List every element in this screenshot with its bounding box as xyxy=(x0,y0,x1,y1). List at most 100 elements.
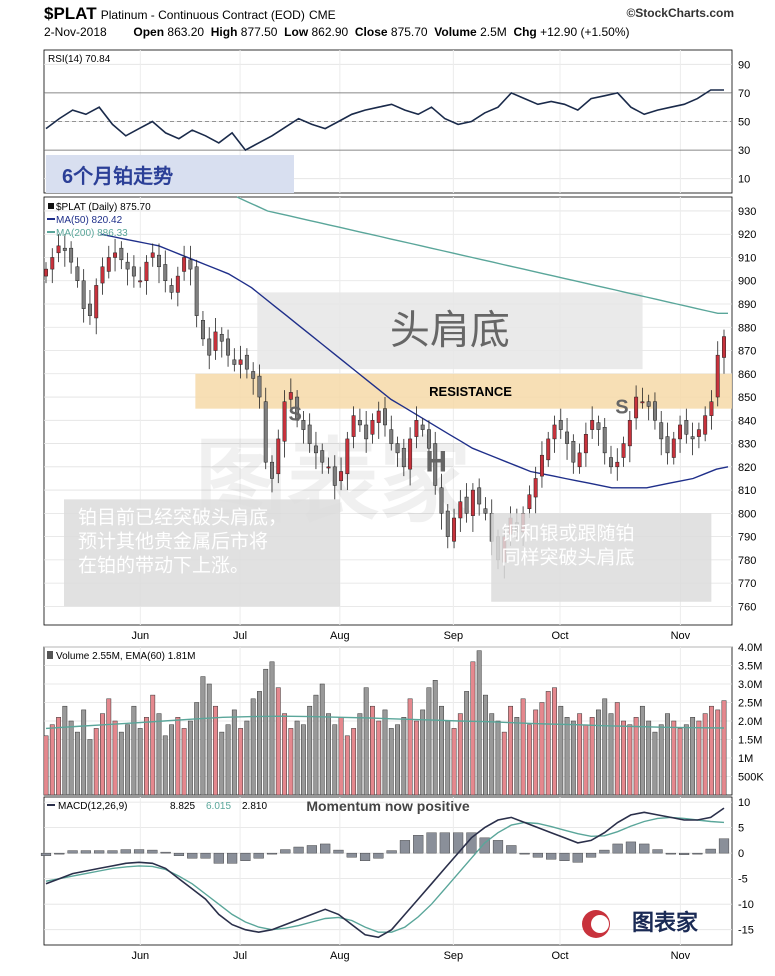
macd-histogram-bar xyxy=(572,852,583,863)
price-tick-label: 810 xyxy=(738,485,756,497)
candle xyxy=(659,422,664,440)
exchange: CME xyxy=(309,8,336,22)
volume-bar xyxy=(43,735,49,796)
note-left-box xyxy=(64,499,340,607)
macd-histogram-bar xyxy=(718,838,730,854)
brand-label: ©StockCharts.com xyxy=(626,6,734,20)
candle xyxy=(627,420,632,447)
volume-bar xyxy=(206,683,212,796)
macd-histogram-bar xyxy=(426,832,437,854)
price-tick-label: 780 xyxy=(738,555,756,567)
candle xyxy=(370,420,375,435)
high-label: High xyxy=(210,25,238,39)
volume-bar xyxy=(319,683,325,796)
volume-bar xyxy=(332,724,338,796)
volume-bar xyxy=(106,698,112,796)
note-right-line: 铜和银或跟随铂 xyxy=(502,522,635,544)
volume-bar xyxy=(288,728,294,796)
candle xyxy=(376,410,381,423)
candle xyxy=(583,434,588,454)
macd-histogram-bar xyxy=(373,852,384,859)
volume-bar xyxy=(351,728,357,796)
volume-bar xyxy=(300,724,306,796)
volume-bar xyxy=(275,687,281,796)
volume-bar xyxy=(420,709,426,796)
month-label: Aug xyxy=(330,630,350,642)
pattern-box xyxy=(257,292,643,370)
volume-ema-line xyxy=(45,715,725,730)
candle xyxy=(703,415,708,435)
macd-histogram-bar xyxy=(386,850,397,854)
macd-panel xyxy=(43,796,733,946)
chg-label: Chg xyxy=(513,25,537,39)
candle xyxy=(301,420,306,430)
pattern-label: 头肩底 xyxy=(390,309,510,353)
macd-histogram-bar xyxy=(293,846,304,854)
candle xyxy=(238,359,243,365)
volume-bar xyxy=(388,728,394,796)
description: Platinum - Continuous Contract (EOD) xyxy=(100,8,305,22)
volume-bar xyxy=(307,705,313,796)
note-left-line: 铂目前已经突破头肩底， xyxy=(78,506,287,528)
volume-bar xyxy=(87,739,93,796)
candle xyxy=(652,401,657,421)
volume-bar xyxy=(426,687,432,796)
volume-bar xyxy=(501,731,507,796)
macd-histogram-bar xyxy=(506,845,517,854)
candle xyxy=(50,257,55,270)
volume-bar xyxy=(627,724,633,796)
macd-histogram-bar xyxy=(492,840,504,854)
volume-bar xyxy=(144,717,149,796)
price-tick-label: 870 xyxy=(738,346,756,358)
low-label: Low xyxy=(284,25,309,39)
volume-bar xyxy=(683,724,689,796)
volume-bar xyxy=(162,735,168,796)
candle xyxy=(276,438,281,475)
volume-tick-label: 4.0M xyxy=(738,642,762,654)
candle xyxy=(244,354,249,370)
volume-bar xyxy=(225,724,231,796)
volume-bar xyxy=(326,713,331,796)
month-label: Nov xyxy=(671,630,691,642)
macd-histogram-bar xyxy=(120,849,131,854)
macd-histogram-bar xyxy=(532,852,543,858)
price-tick-label: 850 xyxy=(738,392,756,404)
candle xyxy=(671,438,676,458)
volume-bar xyxy=(608,713,614,796)
volume-bar xyxy=(514,717,520,796)
candle xyxy=(125,261,130,270)
open-label: Open xyxy=(133,25,165,39)
month-label: Oct xyxy=(551,630,568,642)
volume-bar xyxy=(589,717,595,796)
volume-bar xyxy=(558,705,564,796)
candle xyxy=(439,487,444,514)
rsi-tick-label: 30 xyxy=(738,145,750,157)
volume-bar xyxy=(464,691,470,796)
volume-bar xyxy=(470,661,476,796)
volume-bar xyxy=(62,705,68,796)
macd-histogram-bar xyxy=(147,849,158,854)
macd-tick-label: 10 xyxy=(738,797,750,809)
volume-bar xyxy=(508,705,513,796)
candle xyxy=(420,424,425,430)
candle xyxy=(207,338,212,356)
right-shoulder-label: S xyxy=(615,396,628,418)
macd-histogram-bar xyxy=(200,852,211,859)
rsi-tick-label: 70 xyxy=(738,88,750,100)
volume-bar xyxy=(483,694,488,796)
volume-bar xyxy=(100,713,105,796)
price-tick-label: 890 xyxy=(738,299,756,311)
volume-bar xyxy=(219,731,225,796)
volume-bar xyxy=(652,731,658,796)
volume-bar xyxy=(570,720,576,796)
volume-bar xyxy=(432,680,438,796)
volume-bar xyxy=(671,720,677,796)
volume-bar xyxy=(56,717,61,796)
candle xyxy=(615,461,620,468)
volume-bar xyxy=(175,717,181,796)
volume-bar xyxy=(401,717,407,796)
macd-histogram-bar xyxy=(359,852,371,861)
volume-bar xyxy=(395,724,400,796)
price-tick-label: 770 xyxy=(738,578,756,590)
